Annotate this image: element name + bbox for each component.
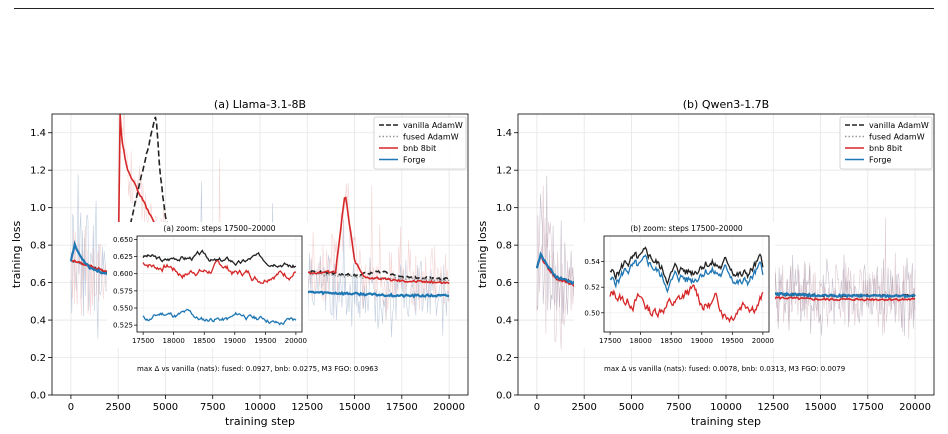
x-tick-label: 15000: [805, 402, 837, 413]
x-tick-label: 0: [534, 402, 540, 413]
inset-plot-area: [609, 246, 764, 324]
inset-x-tick-label: 19000: [691, 337, 713, 345]
y-tick-label: 1.0: [30, 203, 46, 214]
y-tick-label: 0.6: [30, 278, 46, 289]
inset-y-tick-label: 0.575: [113, 287, 133, 295]
inset-series-line: [142, 308, 297, 326]
x-tick-label: 15000: [339, 402, 371, 413]
inset-x-tick-label: 17500: [132, 337, 154, 345]
chart-title: (b) Qwen3-1.7B: [683, 98, 769, 111]
inset-y-tick-label: 0.50: [584, 309, 600, 317]
x-tick-label: 10000: [710, 402, 742, 413]
y-axis-label: training loss: [10, 221, 23, 289]
y-axis-label: training loss: [476, 221, 489, 289]
legend-label: bnb 8bit: [403, 144, 436, 153]
inset-x-tick-label: 20000: [752, 337, 774, 345]
chart-title: (a) Llama-3.1-8B: [214, 98, 306, 111]
inset-y-tick-label: 0.600: [113, 270, 133, 278]
inset-y-tick-label: 0.52: [584, 284, 600, 292]
legend-label: bnb 8bit: [869, 144, 902, 153]
x-tick-label: 7500: [666, 402, 691, 413]
x-tick-label: 2500: [571, 402, 596, 413]
max-delta-annotation: max Δ vs vanilla (nats): fused: 0.0927, …: [137, 365, 378, 373]
inset-y-tick-label: 0.525: [113, 322, 133, 330]
legend-label: Forge: [403, 156, 425, 165]
inset-frame: [603, 235, 770, 333]
inset-x-tick-label: 18500: [193, 337, 215, 345]
inset-y-tick-label: 0.650: [113, 236, 133, 244]
chart-panel-2: 0 2500 5000 7500 10000 12500 15000 17500 20000 0.…: [476, 98, 935, 428]
legend-label: fused AdamW: [869, 133, 925, 142]
inset-series-line: [142, 260, 296, 284]
x-tick-label: 5000: [619, 402, 644, 413]
legend-label: vanilla AdamW: [869, 121, 929, 130]
inset-plot-area: [142, 249, 297, 326]
x-tick-label: 0: [68, 402, 74, 413]
y-tick-label: 1.2: [496, 166, 512, 177]
inset-series-line: [609, 284, 764, 324]
inset-x-tick-label: 19500: [254, 337, 276, 345]
inset-y-tick-label: 0.550: [113, 305, 133, 313]
legend-box: [373, 116, 467, 170]
inset-x-tick-label: 18000: [630, 337, 652, 345]
x-tick-label: 5000: [153, 402, 178, 413]
max-delta-annotation: max Δ vs vanilla (nats): fused: 0.0078, …: [604, 365, 845, 373]
top-rule: [14, 8, 934, 9]
y-tick-label: 0.4: [30, 316, 46, 327]
inset-title: (a) zoom: steps 17500–20000: [163, 224, 275, 233]
y-tick-label: 1.0: [496, 203, 512, 214]
legend-box: [839, 116, 933, 170]
inset-series-line: [609, 246, 764, 286]
inset-x-tick-label: 17500: [599, 337, 621, 345]
inset-background: [574, 222, 775, 348]
legend-label: Forge: [869, 156, 891, 165]
y-tick-label: 0.6: [496, 278, 512, 289]
y-tick-label: 0.2: [496, 353, 512, 364]
x-axis-label: training step: [225, 415, 295, 428]
inset-background: [107, 222, 308, 348]
y-tick-label: 1.4: [496, 128, 512, 139]
chart-panel-1: 0 2500 5000 7500 10000 12500 15000 17500 20000 0.…: [10, 98, 469, 428]
inset-x-tick-label: 18500: [660, 337, 682, 345]
y-tick-label: 0.8: [496, 241, 512, 252]
x-tick-label: 20000: [433, 402, 465, 413]
x-tick-label: 12500: [291, 402, 323, 413]
inset-series-line: [142, 249, 297, 269]
y-tick-label: 0.2: [30, 353, 46, 364]
inset-x-tick-label: 18000: [163, 337, 185, 345]
y-tick-label: 1.2: [30, 166, 46, 177]
inset-y-tick-label: 0.625: [113, 253, 133, 261]
x-tick-label: 10000: [244, 402, 276, 413]
inset-title: (b) zoom: steps 17500–20000: [630, 224, 743, 233]
x-tick-label: 17500: [852, 402, 884, 413]
x-tick-label: 2500: [105, 402, 130, 413]
inset-x-tick-label: 19000: [224, 337, 246, 345]
x-axis-label: training step: [691, 415, 761, 428]
inset-panel: 17500 18000 18500 19000 19500 20000 0.525 0.550…: [107, 222, 308, 348]
inset-x-tick-label: 20000: [285, 337, 307, 345]
inset-x-tick-label: 19500: [721, 337, 743, 345]
x-tick-label: 17500: [386, 402, 418, 413]
y-tick-label: 0.0: [496, 391, 512, 402]
inset-series-line: [609, 253, 764, 294]
y-tick-label: 0.0: [30, 391, 46, 402]
x-tick-label: 7500: [200, 402, 225, 413]
y-tick-label: 0.4: [496, 316, 512, 327]
inset-panel: 17500 18000 18500 19000 19500 20000 0.50 0.52 0.…: [574, 222, 775, 348]
x-tick-label: 12500: [757, 402, 789, 413]
legend-label: vanilla AdamW: [403, 121, 463, 130]
y-tick-label: 0.8: [30, 241, 46, 252]
legend-label: fused AdamW: [403, 133, 459, 142]
inset-frame: [136, 235, 303, 333]
inset-y-tick-label: 0.54: [584, 258, 600, 266]
y-tick-label: 1.4: [30, 128, 46, 139]
x-tick-label: 20000: [899, 402, 931, 413]
